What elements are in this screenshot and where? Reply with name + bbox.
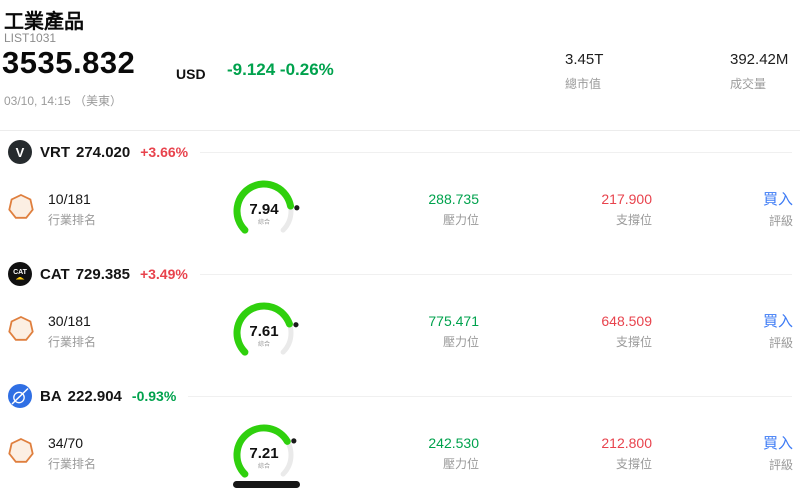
ticker: CAT — [40, 265, 70, 283]
market-cap-label: 總市值 — [565, 77, 602, 91]
stock-row-ba[interactable]: 34/70 行業排名 7.21 綜合 242.530 壓力位 212.800 支… — [0, 409, 800, 488]
support: 217.900 支撐位 — [479, 192, 652, 226]
support-label: 支撐位 — [615, 213, 652, 227]
support: 212.800 支撐位 — [479, 436, 652, 470]
gauge-arc — [233, 180, 300, 234]
stock-price: 729.385 — [75, 265, 130, 283]
score-label: 綜合 — [257, 220, 270, 226]
divider — [199, 273, 792, 275]
rating: 買入 評級 — [652, 192, 793, 227]
vrt-logo-icon: V — [8, 140, 32, 164]
score-value: 7.94 — [249, 201, 279, 218]
ticker: BA — [40, 387, 62, 405]
market-cap-value: 3.45T — [565, 51, 604, 68]
resistance: 775.471 壓力位 — [312, 314, 479, 348]
resistance-value: 775.471 — [428, 313, 479, 329]
support: 648.509 支撐位 — [479, 314, 652, 348]
industry-rank: 30/181 行業排名 — [48, 314, 164, 348]
stock-change: +3.49% — [139, 266, 188, 282]
rank-label: 行業排名 — [48, 457, 97, 471]
rating: 買入 評級 — [652, 436, 793, 471]
rank-badge-icon — [8, 437, 34, 469]
rating-value[interactable]: 買入 — [762, 190, 793, 208]
resistance-value: 242.530 — [428, 435, 479, 451]
resistance: 242.530 壓力位 — [312, 436, 479, 470]
stock-header-vrt[interactable]: V VRT 274.020 +3.66% — [0, 131, 800, 165]
score-gauge: 7.61 綜合 — [216, 293, 312, 369]
rating-label: 評級 — [768, 457, 793, 472]
scroll-indicator[interactable] — [233, 481, 300, 488]
cat-logo-text: CAT — [13, 268, 27, 276]
boeing-logo-icon — [8, 384, 32, 408]
resistance-label: 壓力位 — [442, 457, 479, 471]
page-title: 工業產品 — [4, 11, 84, 33]
index-header: 工業產品 LIST1031 3535.832 USD -9.124 -0.26%… — [0, 0, 800, 131]
score-label: 綜合 — [257, 464, 270, 470]
resistance-value: 288.735 — [428, 191, 479, 207]
support-label: 支撐位 — [615, 335, 652, 349]
rating-value[interactable]: 買入 — [762, 312, 793, 330]
support-label: 支撐位 — [615, 457, 652, 471]
rating-value[interactable]: 買入 — [762, 434, 793, 452]
volume-stat: 392.42M 成交量 — [730, 51, 788, 92]
rank-badge-icon — [8, 315, 34, 347]
support-value: 212.800 — [601, 435, 652, 451]
stock-section-vrt: V VRT 274.020 +3.66% 10/181 行業排名 7.94 綜合 — [0, 131, 800, 253]
rating-label: 評級 — [768, 335, 793, 350]
rank-label: 行業排名 — [48, 335, 97, 349]
gauge-arc — [233, 424, 297, 478]
score-gauge: 7.94 綜合 — [216, 171, 312, 247]
score-value: 7.21 — [249, 445, 279, 462]
volume-label: 成交量 — [730, 77, 767, 91]
rank-label: 行業排名 — [48, 213, 97, 227]
currency-label: USD — [176, 66, 206, 82]
quote-timestamp: 03/10, 14:15 （美東） — [4, 94, 123, 108]
rank-value: 34/70 — [48, 435, 84, 451]
stock-section-cat: CAT CAT 729.385 +3.49% 30/181 行業排名 7.61 … — [0, 253, 800, 375]
resistance-label: 壓力位 — [442, 213, 479, 227]
rank-value: 10/181 — [48, 191, 91, 207]
volume-value: 392.42M — [730, 51, 789, 68]
resistance-label: 壓力位 — [442, 335, 479, 349]
rank-badge-icon — [8, 193, 34, 225]
stock-header-cat[interactable]: CAT CAT 729.385 +3.49% — [0, 253, 800, 287]
resistance: 288.735 壓力位 — [312, 192, 479, 226]
score-label: 綜合 — [257, 342, 270, 348]
stock-price: 222.904 — [67, 387, 122, 405]
rating-label: 評級 — [768, 213, 793, 228]
support-value: 217.900 — [601, 191, 652, 207]
stock-change: +3.66% — [140, 144, 189, 160]
industry-rank: 34/70 行業排名 — [48, 436, 164, 470]
support-value: 648.509 — [601, 313, 652, 329]
stock-price: 274.020 — [76, 143, 131, 161]
score-gauge: 7.21 綜合 — [216, 415, 312, 488]
stock-row-cat[interactable]: 30/181 行業排名 7.61 綜合 775.471 壓力位 648.509 … — [0, 287, 800, 383]
rating: 買入 評級 — [652, 314, 793, 349]
cat-logo-triangle — [15, 276, 25, 280]
stock-header-ba[interactable]: BA 222.904 -0.93% — [0, 375, 800, 409]
ticker: VRT — [40, 143, 70, 161]
index-change: -9.124 -0.26% — [227, 60, 334, 79]
rank-value: 30/181 — [48, 313, 91, 329]
divider — [200, 151, 792, 153]
divider — [188, 395, 792, 397]
score-value: 7.61 — [249, 323, 279, 340]
stock-change: -0.93% — [131, 388, 177, 404]
cat-logo-icon: CAT — [8, 262, 32, 286]
stock-section-ba: BA 222.904 -0.93% 34/70 行業排名 7.21 綜合 242… — [0, 375, 800, 488]
stock-row-vrt[interactable]: 10/181 行業排名 7.94 綜合 288.735 壓力位 217.900 … — [0, 165, 800, 261]
market-cap-stat: 3.45T 總市值 — [565, 51, 603, 92]
gauge-arc — [233, 302, 299, 356]
list-id: LIST1031 — [4, 31, 57, 45]
industry-rank: 10/181 行業排名 — [48, 192, 164, 226]
index-price: 3535.832 — [2, 45, 136, 80]
